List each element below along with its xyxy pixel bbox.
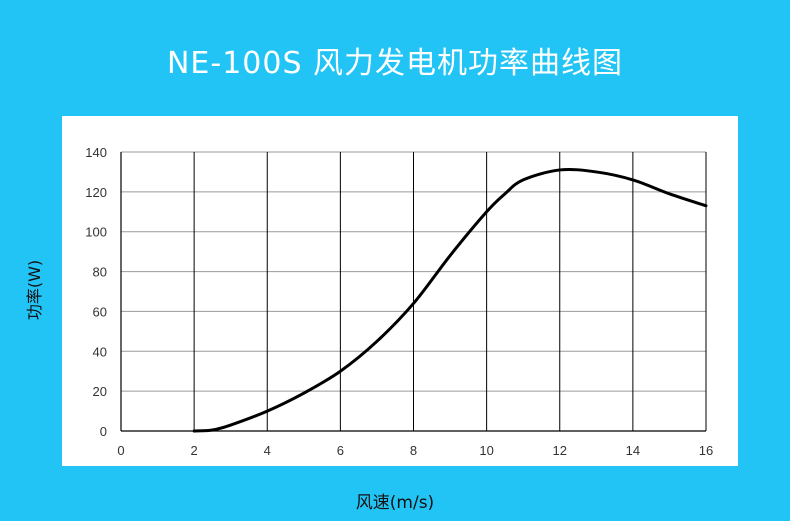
power-curve-line bbox=[192, 167, 708, 433]
y-tick-label-60: 60 bbox=[93, 304, 107, 319]
x-tick-label-0: 0 bbox=[117, 443, 124, 458]
x-tick-label-8: 8 bbox=[410, 443, 417, 458]
x-tick-label-14: 14 bbox=[626, 443, 640, 458]
tick-labels: 0 20 40 60 80 100 120 140 0 2 4 6 8 10 12 14 16 bbox=[85, 145, 713, 458]
chart-title: NE-100S 风力发电机功率曲线图 bbox=[166, 46, 624, 81]
y-tick-label-140: 140 bbox=[85, 145, 107, 160]
y-tick-label-40: 40 bbox=[93, 344, 107, 359]
x-axis-label: 风速(m/s) bbox=[355, 493, 435, 513]
y-tick-label-100: 100 bbox=[85, 225, 107, 240]
x-tick-label-6: 6 bbox=[337, 443, 344, 458]
y-tick-label-80: 80 bbox=[93, 265, 107, 280]
x-tick-label-12: 12 bbox=[553, 443, 567, 458]
chart-panel bbox=[62, 116, 738, 466]
x-tick-label-16: 16 bbox=[699, 443, 713, 458]
y-tick-label-120: 120 bbox=[85, 185, 107, 200]
x-tick-label-4: 4 bbox=[264, 443, 271, 458]
series bbox=[192, 167, 708, 433]
axes bbox=[120, 152, 706, 432]
y-tick-label-20: 20 bbox=[93, 384, 107, 399]
grid-lines bbox=[121, 151, 707, 432]
y-tick-label-0: 0 bbox=[100, 424, 107, 439]
x-tick-label-10: 10 bbox=[479, 443, 493, 458]
x-tick-label-2: 2 bbox=[191, 443, 198, 458]
